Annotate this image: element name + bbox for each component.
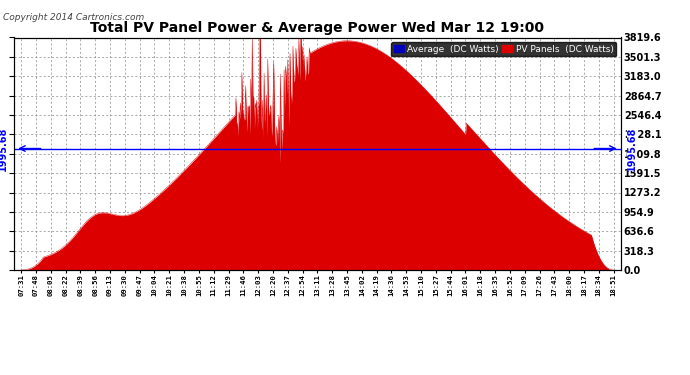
Text: 1995.68: 1995.68 [0, 126, 8, 171]
Text: 1995.68: 1995.68 [627, 126, 637, 171]
Title: Total PV Panel Power & Average Power Wed Mar 12 19:00: Total PV Panel Power & Average Power Wed… [90, 21, 544, 35]
Text: Copyright 2014 Cartronics.com: Copyright 2014 Cartronics.com [3, 13, 145, 22]
Legend: Average  (DC Watts), PV Panels  (DC Watts): Average (DC Watts), PV Panels (DC Watts) [391, 42, 616, 56]
